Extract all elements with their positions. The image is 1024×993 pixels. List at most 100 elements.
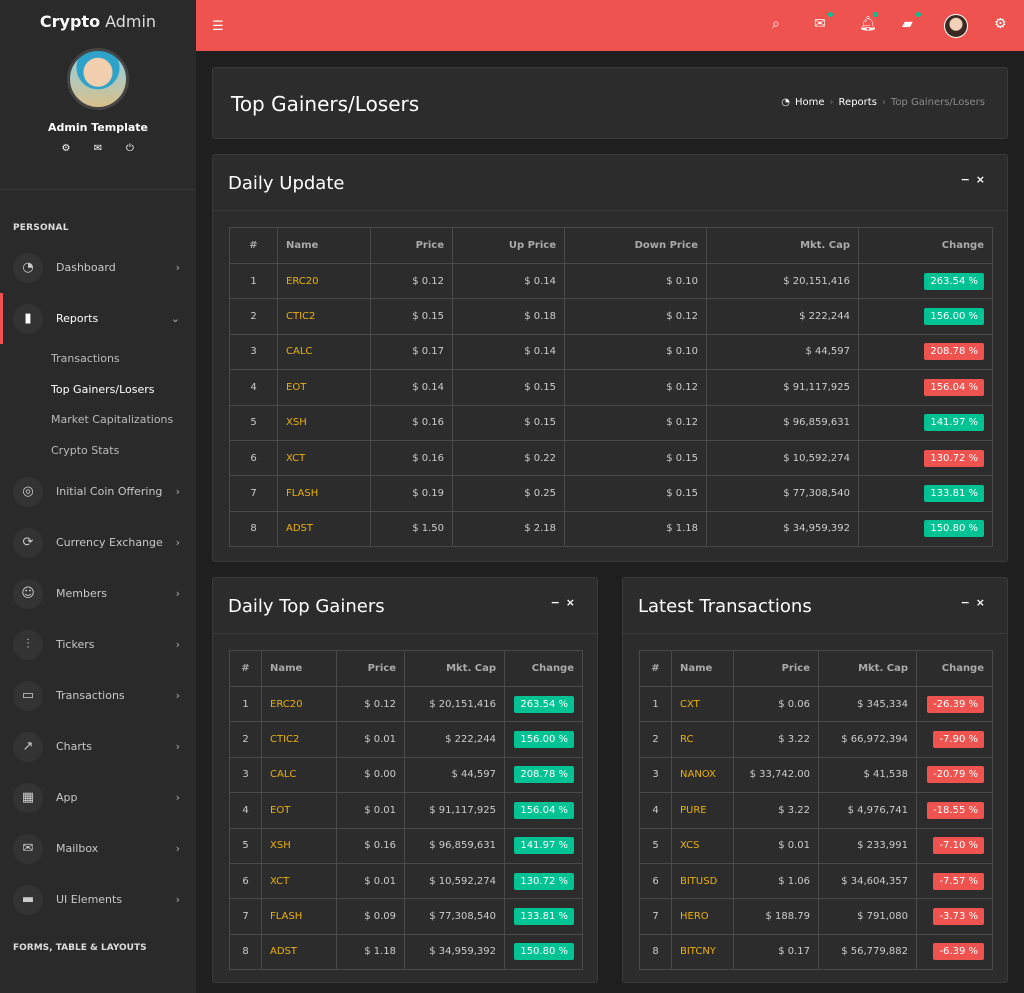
column-header[interactable]: Mkt. Cap [818,650,917,687]
coin-name[interactable]: CXT [671,685,734,723]
table-row[interactable]: 2 CTIC2 $ 0.01 $ 222,244 156.00 % [229,721,583,758]
close-icon[interactable]: × [975,596,991,609]
column-header[interactable]: Change [858,227,993,264]
submenu-item-crypto-stats[interactable]: Crypto Stats [51,443,120,457]
table-row[interactable]: 2 CTIC2 $ 0.15 $ 0.18 $ 0.12 $ 222,244 156.00 … [229,298,993,335]
minimize-icon[interactable]: − [960,596,976,609]
table-row[interactable]: 3 CALC $ 0.17 $ 0.14 $ 0.10 $ 44,597 208.78 % [229,333,993,371]
table-row[interactable]: 5 XSH $ 0.16 $ 96,859,631 141.97 % [229,827,583,864]
column-header[interactable]: Name [671,650,734,687]
minimize-icon[interactable]: − [960,173,976,186]
coin-name[interactable]: XSH [261,827,337,864]
avatar[interactable] [67,48,129,110]
sidebar-item-dashboard[interactable]: ◔ Dashboard › [0,242,196,293]
breadcrumb-reports[interactable]: Reports [838,97,877,108]
coin-name[interactable]: ERC20 [261,685,337,723]
coin-name[interactable]: CALC [277,333,371,371]
sidebar-item-ui-elements[interactable]: ▬ UI Elements › [0,874,196,925]
table-row[interactable]: 6 XCT $ 0.16 $ 0.22 $ 0.15 $ 10,592,274 130.72… [229,439,993,477]
coin-name[interactable]: CTIC2 [277,298,371,335]
table-row[interactable]: 4 EOT $ 0.14 $ 0.15 $ 0.12 $ 91,117,925 156.04… [229,369,993,406]
coin-name[interactable]: FLASH [277,475,371,512]
search-icon[interactable]: ⌕ [772,16,780,32]
gear-icon[interactable]: ⚙ [994,16,1007,32]
coin-name[interactable]: EOT [277,369,371,406]
table-row[interactable]: 7 FLASH $ 0.19 $ 0.25 $ 0.15 $ 77,308,540 133.… [229,475,993,512]
column-header[interactable]: Price [370,227,453,264]
coin-name[interactable]: BITUSD [671,862,734,900]
sidebar-item-reports[interactable]: ▮ Reports ⌄ [0,293,196,344]
table-row[interactable]: 8 BITCNY $ 0.17 $ 56,779,882 -6.39 % [639,933,993,971]
chat-icon[interactable]: ▰ [902,16,913,32]
table-row[interactable]: 6 BITUSD $ 1.06 $ 34,604,357 -7.57 % [639,862,993,900]
table-row[interactable]: 1 CXT $ 0.06 $ 345,334 -26.39 % [639,685,993,723]
column-header[interactable]: Up Price [452,227,565,264]
hamburger-menu-icon[interactable]: ☰ [212,19,224,34]
column-header[interactable]: # [229,650,262,687]
column-header[interactable]: # [639,650,672,687]
column-header[interactable]: Price [336,650,405,687]
table-row[interactable]: 1 ERC20 $ 0.12 $ 0.14 $ 0.10 $ 20,151,416 263.… [229,262,993,300]
sidebar-item-initial-coin-offering[interactable]: ◎ Initial Coin Offering › [0,466,196,517]
mail-icon[interactable]: ✉ [93,143,103,154]
table-row[interactable]: 3 NANOX $ 33,742.00 $ 41,538 -20.79 % [639,756,993,794]
coin-name[interactable]: EOT [261,792,337,829]
table-row[interactable]: 8 ADST $ 1.50 $ 2.18 $ 1.18 $ 34,959,392 150.8… [229,510,993,548]
column-header[interactable]: Down Price [564,227,707,264]
coin-name[interactable]: ADST [261,933,337,971]
sidebar-item-charts[interactable]: ↗ Charts › [0,721,196,772]
sidebar-item-tickers[interactable]: ⫶ Tickers › [0,619,196,670]
coin-name[interactable]: XCS [671,827,734,864]
table-row[interactable]: 5 XSH $ 0.16 $ 0.15 $ 0.12 $ 96,859,631 141.97… [229,404,993,441]
sidebar-item-mailbox[interactable]: ✉ Mailbox › [0,823,196,874]
coin-name[interactable]: BITCNY [671,933,734,971]
power-icon[interactable]: ⏻ [126,143,134,154]
column-header[interactable]: Mkt. Cap [706,227,859,264]
submenu-item-top-gainers-losers[interactable]: Top Gainers/Losers [51,382,155,396]
coin-name[interactable]: FLASH [261,898,337,935]
column-header[interactable]: Change [916,650,993,687]
table-row[interactable]: 8 ADST $ 1.18 $ 34,959,392 150.80 % [229,933,583,971]
submenu-item-market-capitalizations[interactable]: Market Capitalizations [51,413,174,426]
table-row[interactable]: 5 XCS $ 0.01 $ 233,991 -7.10 % [639,827,993,864]
table-row[interactable]: 2 RC $ 3.22 $ 66,972,394 -7.90 % [639,721,993,758]
column-header[interactable]: Name [261,650,337,687]
column-header[interactable]: Mkt. Cap [404,650,505,687]
table-row[interactable]: 6 XCT $ 0.01 $ 10,592,274 130.72 % [229,862,583,900]
coin-name[interactable]: PURE [671,792,734,829]
column-header[interactable]: Price [733,650,819,687]
column-header[interactable]: Name [277,227,371,264]
gear-icon[interactable]: ⚙ [61,143,71,154]
table-row[interactable]: 4 EOT $ 0.01 $ 91,117,925 156.04 % [229,792,583,829]
sidebar-item-members[interactable]: ☺ Members › [0,568,196,619]
table-row[interactable]: 3 CALC $ 0.00 $ 44,597 208.78 % [229,756,583,794]
sidebar-item-app[interactable]: ▦ App › [0,772,196,823]
table-row[interactable]: 7 FLASH $ 0.09 $ 77,308,540 133.81 % [229,898,583,935]
table-row[interactable]: 1 ERC20 $ 0.12 $ 20,151,416 263.54 % [229,685,583,723]
close-icon[interactable]: × [975,173,991,186]
brand-logo[interactable]: Crypto Admin [0,0,196,42]
coin-name[interactable]: XCT [261,862,337,900]
sidebar-item-currency-exchange[interactable]: ⟳ Currency Exchange › [0,517,196,568]
coin-name[interactable]: CALC [261,756,337,794]
coin-name[interactable]: ADST [277,510,371,548]
coin-name[interactable]: XCT [277,439,371,477]
mail-icon[interactable]: ✉ [814,16,826,32]
column-header[interactable]: Change [504,650,583,687]
breadcrumb-home[interactable]: Home [795,97,825,108]
user-avatar[interactable] [944,14,968,38]
minimize-icon[interactable]: − [550,596,566,609]
coin-name[interactable]: XSH [277,404,371,441]
coin-name[interactable]: ERC20 [277,262,371,300]
column-header[interactable]: # [229,227,278,264]
coin-name[interactable]: RC [671,721,734,758]
submenu-item-transactions[interactable]: Transactions [51,352,120,365]
table-row[interactable]: 4 PURE $ 3.22 $ 4,976,741 -18.55 % [639,792,993,829]
coin-name[interactable]: HERO [671,898,734,935]
bell-icon[interactable]: 🔔︎ [859,16,877,32]
table-row[interactable]: 7 HERO $ 188.79 $ 791,080 -3.73 % [639,898,993,935]
coin-name[interactable]: NANOX [671,756,734,794]
sidebar-item-transactions[interactable]: ▭ Transactions › [0,670,196,721]
coin-name[interactable]: CTIC2 [261,721,337,758]
close-icon[interactable]: × [565,596,581,609]
